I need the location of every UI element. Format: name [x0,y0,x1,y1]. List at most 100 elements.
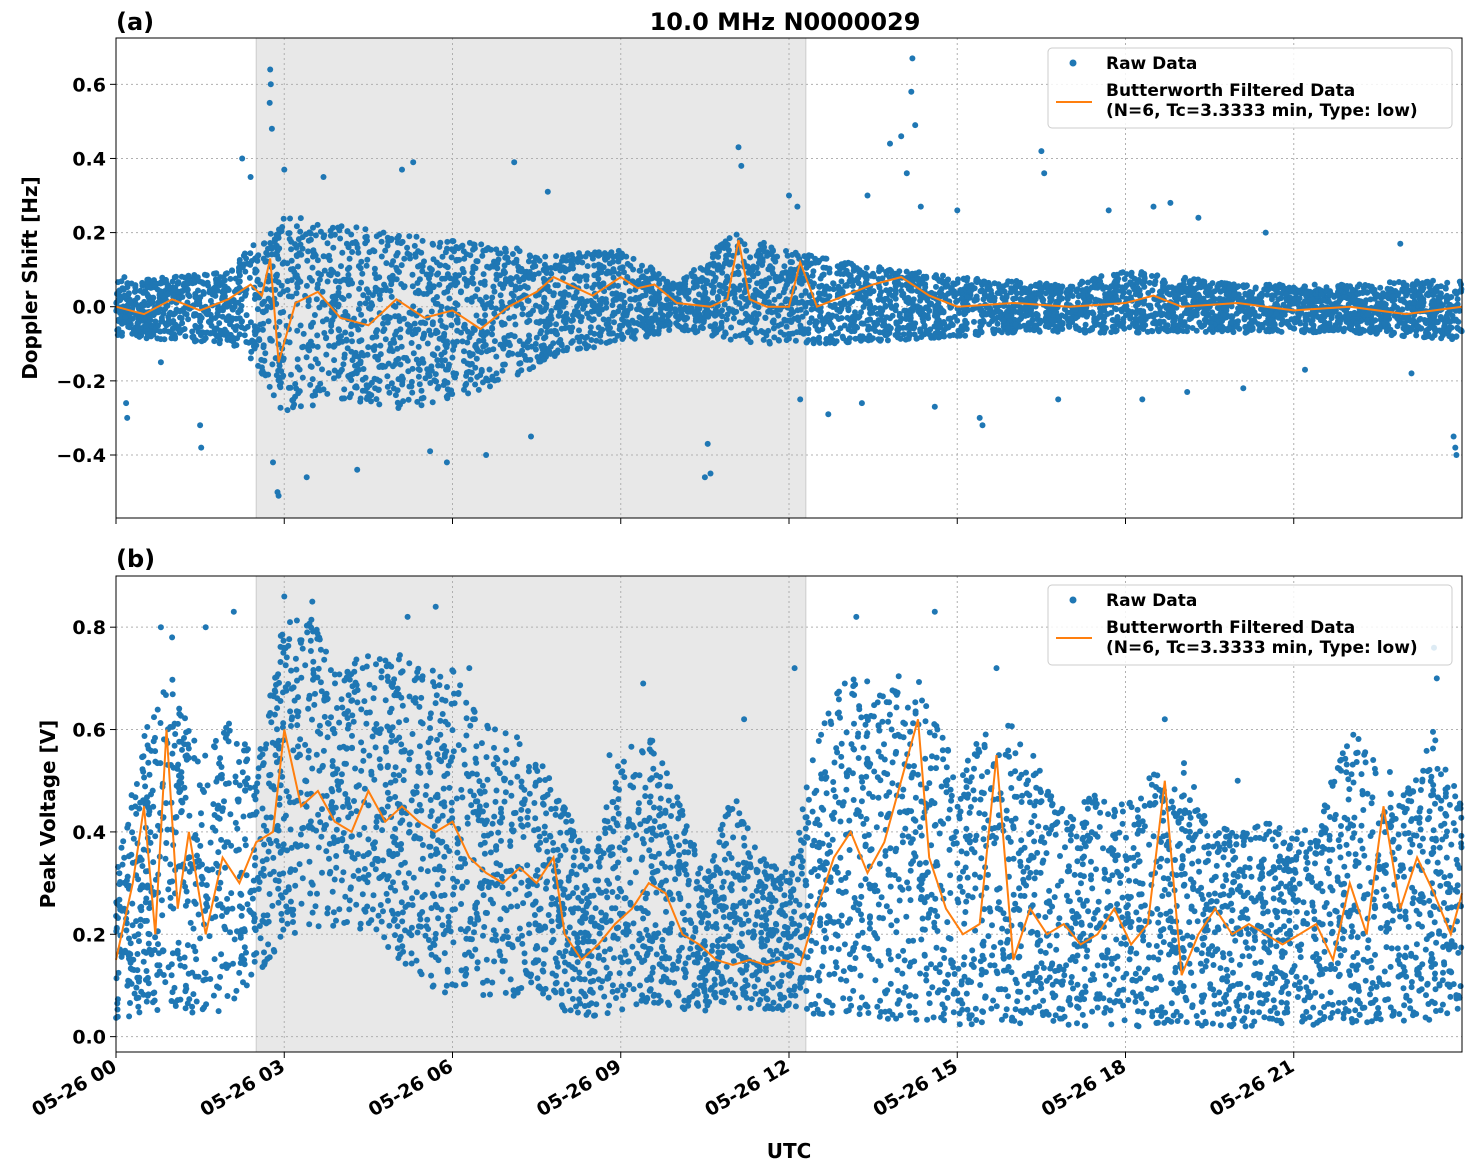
raw-data-point [330,299,336,306]
raw-data-point [450,276,457,283]
raw-data-point [408,378,415,385]
raw-data-point [789,259,795,266]
raw-data-point [1081,287,1088,294]
raw-data-point [1066,323,1073,330]
raw-data-point [328,328,335,335]
raw-data-point [309,402,316,409]
raw-data-point [1185,292,1192,298]
raw-data-point [1039,297,1046,304]
raw-data-point [582,335,589,341]
raw-data-point [338,294,345,301]
raw-data-point [1278,328,1285,335]
raw-data-point [392,313,399,320]
raw-data-point [335,303,341,310]
raw-data-point [288,238,295,245]
raw-data-point [815,327,822,334]
raw-data-point [303,282,310,289]
raw-data-point [214,287,221,294]
raw-data-point [1427,286,1434,293]
raw-data-point [1263,281,1270,288]
raw-data-point [479,252,486,259]
raw-data-point [335,372,342,379]
raw-data-point [1180,322,1186,329]
raw-data-point [823,314,830,321]
raw-data-point [310,253,316,260]
raw-data-point [719,307,725,314]
raw-data-point [802,288,809,295]
raw-data-point [1223,307,1230,314]
raw-data-point [597,262,604,269]
raw-data-point [375,387,382,393]
raw-data-point [760,329,767,336]
raw-data-point [771,296,778,303]
raw-data-point [475,386,482,393]
raw-data-point [329,224,336,231]
raw-data-point [533,334,540,341]
raw-data-point [295,263,301,270]
raw-data-point [1154,272,1161,279]
raw-data-point [589,284,596,291]
raw-data-point [1083,313,1090,320]
raw-data-point [319,366,325,373]
raw-data-point [280,372,287,379]
raw-data-point [201,271,208,278]
raw-data-point [485,245,492,251]
raw-data-point [478,241,485,248]
raw-data-point [1092,296,1099,303]
raw-data-point [314,281,321,288]
raw-data-point [727,336,734,343]
raw-data-point [472,265,479,272]
raw-data-point [765,308,772,315]
raw-data-point [506,315,513,322]
raw-data-point [1138,271,1144,278]
raw-data-point [1149,328,1156,335]
raw-data-point [548,308,555,314]
raw-data-point [493,305,499,312]
raw-data-point [293,272,300,279]
raw-data-point [922,284,929,291]
raw-data-point [306,347,313,354]
raw-data-point [645,318,652,325]
raw-data-point [1179,296,1186,303]
raw-data-point [1089,326,1096,333]
raw-data-point [781,331,788,338]
raw-data-point [434,357,441,364]
raw-data-point [666,321,673,328]
raw-data-point [494,265,501,272]
raw-data-point [798,280,805,287]
raw-data-point [427,265,433,272]
raw-data-point [1308,320,1315,327]
raw-data-point [312,388,319,395]
raw-data-point [752,287,759,293]
raw-data-point [1127,314,1134,321]
raw-data-point [363,262,370,269]
raw-data-point [1190,297,1197,304]
raw-data-point [712,312,719,319]
raw-data-point [766,338,773,345]
raw-data-point [273,235,279,242]
raw-data-point [604,325,611,332]
raw-data-point [1084,279,1091,286]
raw-data-point [448,322,455,329]
raw-data-point [620,334,627,341]
raw-data-point [406,233,413,240]
raw-data-point [330,269,337,275]
raw-data-point [413,356,420,363]
raw-data-point [560,294,567,301]
raw-data-point [606,260,613,267]
raw-data-point [241,250,248,257]
raw-data-point [313,296,320,303]
raw-data-point [481,305,488,312]
raw-data-point [497,292,504,299]
raw-data-point [1362,282,1369,288]
raw-data-point [1180,277,1187,283]
raw-data-point [1395,290,1402,297]
raw-data-point [331,342,338,349]
raw-data-point [498,299,505,305]
raw-data-point [346,394,353,401]
raw-data-point [252,291,259,298]
raw-data-point [378,253,385,260]
raw-data-point [555,312,562,319]
raw-data-point [284,407,291,414]
raw-data-point [1311,281,1318,288]
